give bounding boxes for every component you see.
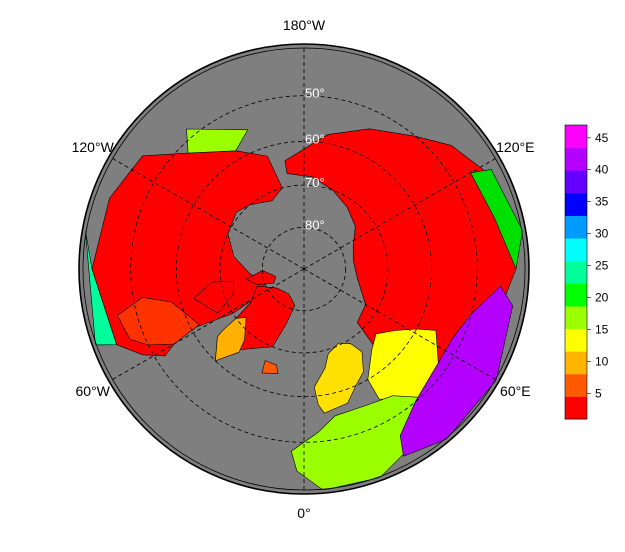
- field-americas-rim: [85, 230, 118, 346]
- longitude-label: 0°: [297, 505, 310, 521]
- colorbar-segment: [565, 283, 587, 307]
- field-eurasia-rim: [470, 169, 523, 271]
- colorbar-segment: [565, 260, 587, 284]
- colorbar-segment: [565, 373, 587, 397]
- field-ellesmere: [245, 270, 277, 285]
- latitude-label: 70°: [305, 175, 325, 190]
- field-alaska-rim: [186, 128, 249, 154]
- data-field-layer: [85, 128, 523, 491]
- colorbar-segment: [565, 147, 587, 171]
- meridian-line: [303, 157, 497, 270]
- longitude-label: 120°E: [496, 139, 534, 155]
- longitude-label: 60°W: [76, 383, 111, 399]
- colorbar-tick-label: 10: [595, 355, 609, 369]
- colorbar-tick-label: 25: [595, 259, 609, 273]
- meridian-line: [111, 268, 305, 381]
- colorbar-tick-label: 40: [595, 163, 609, 177]
- latitude-circle: [130, 95, 478, 443]
- latitude-circle: [261, 226, 347, 312]
- colorbar-segment: [565, 305, 587, 330]
- latitude-label: 60°: [305, 131, 325, 146]
- field-canada-east: [117, 297, 200, 346]
- colorbar-tick-label: 30: [595, 227, 609, 241]
- colorbar-segment: [565, 170, 587, 194]
- colorbar-tick-label: 5: [595, 386, 602, 400]
- longitude-label: 120°W: [72, 139, 115, 155]
- longitude-labels: 180°W 120°W 120°E 60°W 60°E 0°: [72, 17, 535, 521]
- colorbar-segment: [565, 192, 587, 216]
- field-europe-south: [290, 395, 435, 491]
- colorbar-tick-label: 45: [595, 131, 609, 145]
- colorbar-tick-label: 20: [595, 291, 609, 305]
- longitude-label: 180°W: [283, 17, 326, 33]
- field-iceland: [261, 360, 279, 374]
- map-border-outer: [78, 43, 530, 495]
- meridian-line: [111, 157, 305, 270]
- colorbar-segment: [565, 396, 587, 420]
- colorbar-segment: [565, 238, 587, 262]
- colorbar-tick-label: 15: [595, 323, 609, 337]
- colorbar: 5 10 15 20 25 30 35 40 45: [564, 124, 609, 420]
- latitude-labels: 50° 60° 70° 80°: [305, 86, 325, 233]
- field-greenland-rim: [215, 317, 247, 362]
- field-scandinavia: [313, 342, 364, 414]
- colorbar-segment: [565, 125, 587, 149]
- colorbar-segment: [565, 328, 587, 352]
- latitude-circle: [219, 184, 389, 354]
- graticule: [111, 47, 497, 491]
- colorbar-segment: [565, 215, 587, 239]
- longitude-label: 60°E: [500, 383, 531, 399]
- field-baffin: [193, 281, 235, 314]
- colorbar-tick-label: 35: [595, 195, 609, 209]
- meridian-line: [303, 268, 497, 381]
- latitude-circle: [175, 140, 432, 397]
- colorbar-segment: [565, 351, 587, 375]
- map-border-inner: [82, 47, 526, 491]
- latitude-label: 80°: [305, 217, 325, 232]
- latitude-label: 50°: [305, 86, 325, 101]
- colorbar-frame: [564, 124, 588, 420]
